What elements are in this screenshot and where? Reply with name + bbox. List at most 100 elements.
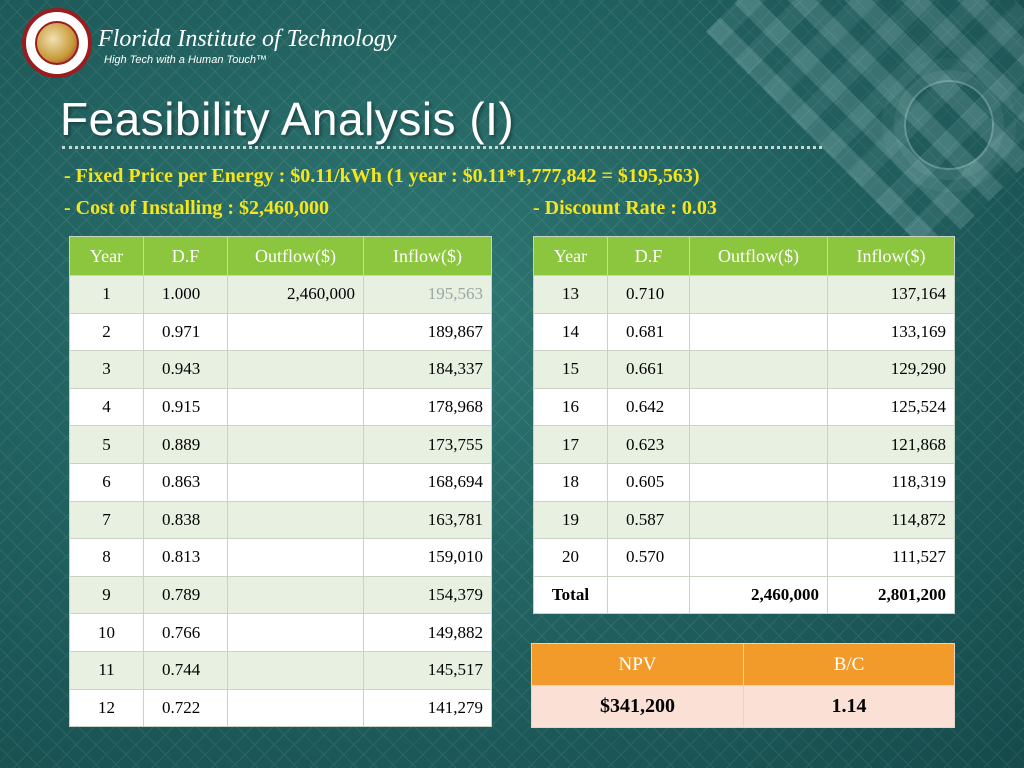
inflow-cell: 154,379: [363, 575, 492, 615]
discount-factor-cell: 0.889: [143, 425, 228, 464]
outflow-cell: [689, 312, 828, 352]
discount-factor-cell: 0.863: [143, 462, 228, 502]
inflow-cell: 159,010: [363, 538, 492, 577]
outflow-cell: [227, 425, 364, 464]
discount-factor-cell: 0.789: [143, 575, 228, 615]
discount-factor-cell: 0.587: [607, 500, 690, 540]
column-header-df: D.F: [607, 236, 690, 276]
discount-factor-cell: 0.838: [143, 500, 228, 540]
inflow-cell: 118,319: [827, 462, 955, 502]
outflow-cell: [689, 500, 828, 540]
year-cell: 15: [533, 350, 608, 389]
outflow-cell: [227, 538, 364, 577]
discount-factor-cell: 0.661: [607, 350, 690, 389]
year-cell: 19: [533, 500, 608, 540]
year-cell: 7: [69, 500, 144, 540]
slide-title: Feasibility Analysis (I): [60, 93, 515, 145]
inflow-cell: 114,872: [827, 500, 955, 540]
year-cell: 10: [69, 613, 144, 652]
year-cell: 17: [533, 425, 608, 464]
outflow-cell: [227, 462, 364, 502]
year-cell: 20: [533, 538, 608, 577]
table-row: 17 0.623 121,868: [533, 425, 955, 464]
table-row: 11 0.744 145,517: [69, 650, 492, 690]
table-row: 8 0.813 159,010: [69, 538, 492, 577]
summary-header-row: NPV B/C: [531, 643, 955, 686]
summary-header-npv: NPV: [531, 643, 744, 686]
inflow-cell: 111,527: [827, 538, 955, 577]
summary-table: NPV B/C $341,200 1.14: [531, 643, 955, 728]
inflow-cell: 178,968: [363, 387, 492, 427]
outflow-cell: [227, 312, 364, 352]
year-cell: 12: [69, 688, 144, 728]
inflow-cell: 121,868: [827, 425, 955, 464]
institution-name: Florida Institute of Technology: [98, 26, 397, 52]
table-row: 19 0.587 114,872: [533, 500, 955, 540]
year-cell: 13: [533, 275, 608, 314]
outflow-cell: [689, 462, 828, 502]
year-cell: 16: [533, 387, 608, 427]
summary-value-row: $341,200 1.14: [531, 685, 955, 728]
outflow-cell: [227, 500, 364, 540]
inflow-cell: 184,337: [363, 350, 492, 389]
discount-factor-cell: 0.623: [607, 425, 690, 464]
total-row: Total 2,460,000 2,801,200: [533, 575, 955, 615]
discount-factor-cell: 0.915: [143, 387, 228, 427]
year-cell: 11: [69, 650, 144, 690]
table-row: 2 0.971 189,867: [69, 312, 492, 352]
inflow-cell: 137,164: [827, 275, 955, 314]
table-row: 7 0.838 163,781: [69, 500, 492, 540]
table-row: 13 0.710 137,164: [533, 275, 955, 314]
outflow-cell: [689, 350, 828, 389]
outflow-cell: [227, 613, 364, 652]
year-cell: 9: [69, 575, 144, 615]
table-row: 16 0.642 125,524: [533, 387, 955, 427]
npv-value: $341,200: [531, 685, 744, 728]
outflow-cell: [227, 650, 364, 690]
column-header-year: Year: [69, 236, 144, 276]
column-header-inflow: Inflow($): [363, 236, 492, 276]
inflow-cell: 195,563: [363, 275, 492, 314]
institution-seal-logo: [22, 8, 92, 78]
discount-factor-cell: 0.642: [607, 387, 690, 427]
inflow-cell: 168,694: [363, 462, 492, 502]
inflow-cell: 129,290: [827, 350, 955, 389]
title-divider: [62, 146, 822, 149]
inflow-cell: 163,781: [363, 500, 492, 540]
outflow-cell: [689, 425, 828, 464]
institution-tagline: High Tech with a Human Touch™: [104, 54, 268, 66]
outflow-cell: [689, 387, 828, 427]
inflow-cell: 145,517: [363, 650, 492, 690]
inflow-cell: 125,524: [827, 387, 955, 427]
year-cell: 5: [69, 425, 144, 464]
table-header-row: Year D.F Outflow($) Inflow($): [533, 236, 955, 276]
outflow-cell: [689, 275, 828, 314]
discount-factor-cell: 0.570: [607, 538, 690, 577]
total-inflow-cell: 2,801,200: [827, 575, 955, 615]
table-row: 1 1.000 2,460,000 195,563: [69, 275, 492, 314]
inflow-cell: 149,882: [363, 613, 492, 652]
discount-factor-cell: 0.710: [607, 275, 690, 314]
column-header-outflow: Outflow($): [227, 236, 364, 276]
cashflow-table-years-13-20: Year D.F Outflow($) Inflow($) 13 0.710 137…: [533, 236, 955, 615]
bc-ratio-value: 1.14: [743, 685, 955, 728]
total-label-cell: Total: [533, 575, 608, 615]
outflow-cell: [227, 688, 364, 728]
column-header-year: Year: [533, 236, 608, 276]
discount-factor-cell: 0.681: [607, 312, 690, 352]
outflow-cell: 2,460,000: [227, 275, 364, 314]
table-row: 18 0.605 118,319: [533, 462, 955, 502]
year-cell: 14: [533, 312, 608, 352]
table-row: 9 0.789 154,379: [69, 575, 492, 615]
cost-installing-line: - Cost of Installing : $2,460,000: [64, 197, 330, 219]
inflow-cell: 173,755: [363, 425, 492, 464]
table-row: 14 0.681 133,169: [533, 312, 955, 352]
column-header-inflow: Inflow($): [827, 236, 955, 276]
year-cell: 8: [69, 538, 144, 577]
outflow-cell: [689, 538, 828, 577]
year-cell: 2: [69, 312, 144, 352]
table-row: 5 0.889 173,755: [69, 425, 492, 464]
discount-factor-cell: 0.605: [607, 462, 690, 502]
inflow-cell: 141,279: [363, 688, 492, 728]
summary-header-bc: B/C: [743, 643, 955, 686]
